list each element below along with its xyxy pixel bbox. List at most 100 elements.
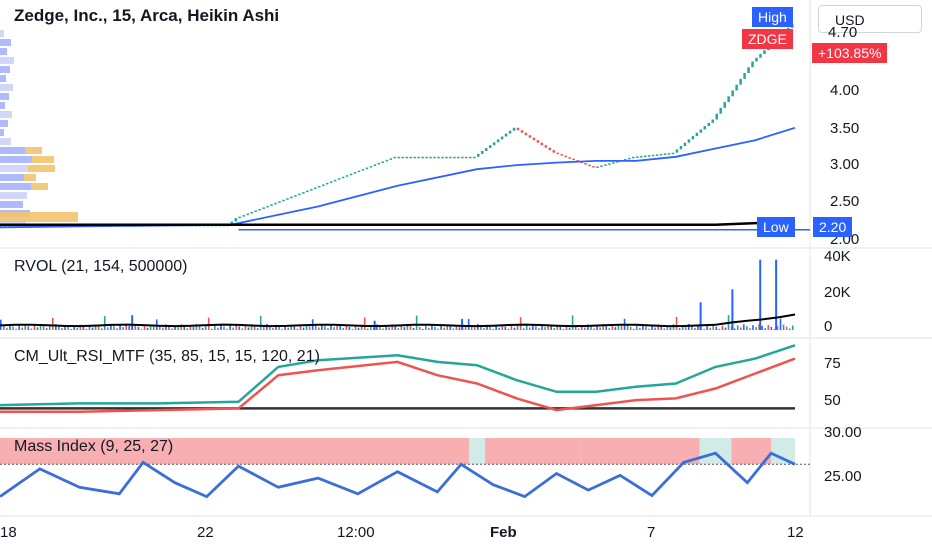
- trailing-stop-line: [0, 126, 796, 229]
- rvol-bar: [678, 328, 681, 330]
- currency-button[interactable]: USD: [818, 5, 922, 33]
- rvol-bar: [749, 328, 751, 330]
- rvol-bar: [360, 324, 363, 330]
- rvol-bar: [357, 327, 360, 330]
- candle: [310, 189, 313, 191]
- rvol-bar: [379, 326, 381, 330]
- rvol-bar: [171, 328, 173, 330]
- rvol-bar: [394, 326, 397, 330]
- rvol-bar: [770, 326, 773, 330]
- mass-index-line: [0, 451, 796, 499]
- candle: [381, 161, 385, 163]
- rvol-bar: [642, 324, 644, 330]
- candle: [512, 127, 516, 131]
- x-tick-22: 22: [197, 524, 214, 541]
- rvol-bar: [681, 325, 684, 330]
- candle: [405, 156, 408, 159]
- rvol-bar: [425, 325, 427, 330]
- rvol-bar: [501, 324, 504, 330]
- rvol-bar: [608, 328, 611, 330]
- rvol-bar: [327, 328, 329, 330]
- candle: [306, 190, 309, 193]
- candle: [735, 84, 738, 91]
- rvol-bar: [140, 328, 143, 330]
- candle: [632, 156, 635, 159]
- rvol-bar: [342, 328, 345, 330]
- rvol-tick-40k: 40K: [824, 248, 851, 265]
- rvol-bar: [712, 324, 715, 330]
- rvol-bar: [183, 326, 186, 330]
- candle: [389, 158, 393, 160]
- candle: [445, 156, 448, 159]
- rvol-bar: [761, 326, 763, 330]
- rvol-bar: [513, 327, 516, 330]
- candle: [675, 149, 679, 153]
- rvol-bar: [528, 327, 531, 330]
- rvol-bar: [767, 324, 770, 330]
- candle: [699, 129, 703, 133]
- candle: [274, 202, 277, 205]
- rvol-bar: [198, 326, 201, 330]
- rvol-bar: [706, 325, 708, 330]
- rvol-bar: [593, 328, 595, 330]
- rvol-bar: [235, 324, 238, 330]
- candle: [393, 156, 397, 159]
- volume-profile-bar: [25, 147, 42, 154]
- rvol-bar: [204, 324, 207, 330]
- volume-profile-bar: [0, 219, 26, 226]
- rvol-bar: [116, 328, 118, 330]
- rvol-bar: [431, 324, 433, 330]
- rvol-bar: [241, 328, 244, 330]
- candle: [516, 127, 520, 131]
- rvol-bar: [76, 327, 79, 330]
- candle: [624, 158, 627, 161]
- candle: [480, 150, 484, 154]
- rvol-title: RVOL (21, 154, 500000): [14, 258, 188, 275]
- candle: [457, 156, 460, 159]
- candle: [691, 136, 695, 140]
- candle: [484, 148, 488, 151]
- candle: [528, 135, 532, 138]
- rvol-bar: [61, 328, 63, 330]
- rvol-bar: [308, 326, 311, 330]
- rvol-bar: [299, 325, 302, 330]
- x-tick-12: 12: [787, 524, 804, 541]
- rvol-bar: [791, 325, 794, 330]
- rvol-bar: [27, 326, 30, 330]
- candle: [743, 73, 746, 79]
- volume-profile-bar: [0, 201, 23, 208]
- rvol-bar: [675, 316, 678, 330]
- rvol-bar: [446, 324, 449, 330]
- rvol-bar: [571, 315, 574, 330]
- rvol-bar: [559, 326, 562, 330]
- mass-band: [469, 438, 485, 465]
- rvol-bar: [302, 327, 305, 330]
- candle: [496, 139, 500, 143]
- rvol-bar: [776, 325, 779, 330]
- candle: [270, 204, 273, 206]
- candle: [437, 156, 440, 159]
- rvol-bar: [91, 327, 94, 330]
- rvol-bar: [168, 326, 170, 330]
- rvol-bar: [143, 325, 146, 330]
- rvol-bar: [391, 324, 393, 330]
- rvol-bar: [58, 326, 60, 330]
- rvol-bar: [617, 324, 620, 330]
- rvol-bar: [33, 325, 36, 330]
- candle: [536, 140, 540, 143]
- rvol-bar: [244, 325, 247, 330]
- rvol-bar: [177, 327, 179, 330]
- candle: [592, 166, 595, 168]
- rvol-bar: [651, 325, 653, 330]
- rvol-bar: [458, 327, 461, 330]
- candle: [755, 57, 758, 62]
- rvol-bar: [464, 326, 467, 330]
- mass-band: [699, 438, 732, 465]
- candle: [266, 205, 269, 208]
- rvol-bar: [648, 328, 650, 330]
- x-tick-7: 7: [647, 524, 656, 541]
- rvol-bar: [113, 326, 115, 330]
- rvol-bar: [577, 328, 580, 330]
- rvol-bar: [418, 326, 421, 330]
